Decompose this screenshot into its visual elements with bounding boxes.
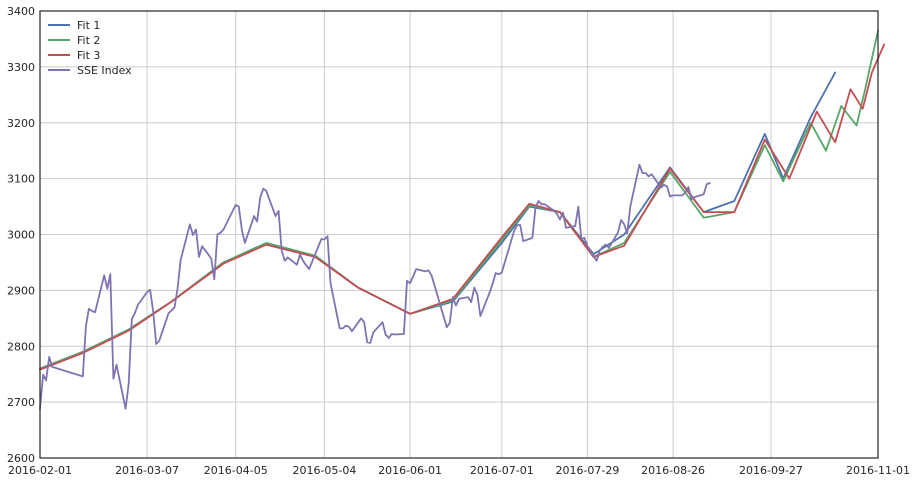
x-tick-label: 2016-05-04	[292, 464, 356, 477]
legend-label: SSE Index	[77, 64, 132, 77]
x-tick-label: 2016-11-01	[846, 464, 910, 477]
legend-label: Fit 3	[77, 49, 100, 62]
x-tick-label: 2016-02-01	[8, 464, 72, 477]
plot-frame	[39, 10, 879, 459]
x-tick-label: 2016-07-01	[470, 464, 534, 477]
y-tick-label: 2800	[7, 340, 35, 353]
legend-label: Fit 1	[77, 19, 100, 32]
series-line-sse-index	[39, 163, 711, 410]
x-tick-label: 2016-06-01	[378, 464, 442, 477]
series-lines	[39, 29, 885, 410]
x-tick-label: 2016-04-05	[204, 464, 268, 477]
y-tick-label: 3300	[7, 61, 35, 74]
y-tick-label: 2600	[7, 452, 35, 465]
x-tick-label: 2016-07-29	[555, 464, 619, 477]
y-tick-label: 3400	[7, 5, 35, 18]
legend: Fit 1 Fit 2 Fit 3 SSE Index	[48, 19, 132, 77]
y-tick-label: 3000	[7, 229, 35, 242]
y-tick-label: 3200	[7, 117, 35, 130]
y-tick-label: 2900	[7, 284, 35, 297]
y-tick-label: 3100	[7, 173, 35, 186]
grid	[39, 10, 879, 459]
legend-label: Fit 2	[77, 34, 100, 47]
x-tick-label: 2016-03-07	[115, 464, 179, 477]
series-line-fit-3	[39, 43, 885, 371]
x-axis-ticks: 2016-02-01 2016-03-07 2016-04-05 2016-05-04…	[8, 464, 910, 477]
y-axis-ticks: 2600 2700 2800 2900 3000 3100 3200 3300 3400	[7, 5, 35, 465]
x-tick-label: 2016-09-27	[739, 464, 803, 477]
y-tick-label: 2700	[7, 396, 35, 409]
x-tick-label: 2016-08-26	[641, 464, 705, 477]
